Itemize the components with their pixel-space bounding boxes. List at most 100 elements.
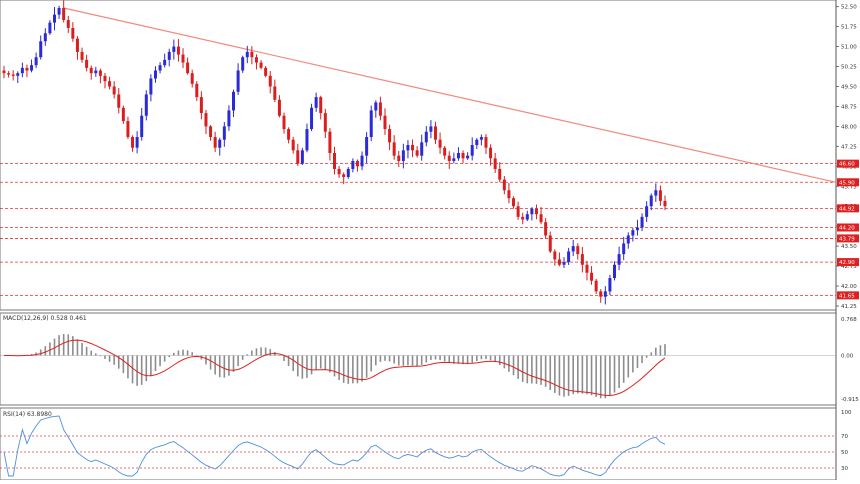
candle-body	[181, 54, 185, 63]
candle-body	[209, 126, 213, 138]
candle-body	[328, 131, 332, 154]
candle-body	[172, 46, 176, 52]
price-tag-bg	[837, 204, 859, 213]
y-tick-label: 42.75	[841, 264, 857, 270]
price-tag-label: 42.90	[839, 260, 855, 266]
trendline[interactable]	[63, 7, 837, 183]
candle-body	[126, 121, 130, 138]
candle-body	[121, 107, 125, 122]
candle-body	[319, 97, 323, 114]
candle-body	[562, 262, 566, 265]
candle-body	[34, 57, 38, 66]
candle-body	[401, 150, 405, 161]
candle-body	[663, 200, 667, 207]
candle-body	[622, 243, 626, 255]
candle-body	[420, 142, 424, 156]
price-tags: 46.60 45.90 44.92 44.20 43.79 42.90 41.65	[837, 159, 859, 300]
candle-body	[310, 107, 314, 130]
candle-body	[71, 27, 75, 39]
candle-body	[337, 168, 341, 175]
candle-body	[296, 150, 300, 164]
candle-body	[635, 227, 639, 231]
candle-body	[144, 94, 148, 116]
candle-body	[245, 51, 249, 58]
candle-body	[254, 57, 258, 63]
candle-body	[415, 150, 419, 156]
pane-frames	[0, 0, 837, 481]
candle-body	[342, 174, 346, 177]
candle-body	[516, 206, 520, 217]
candle-body	[11, 74, 15, 76]
candle-body	[222, 126, 226, 140]
candle-body	[374, 102, 378, 111]
y-tick-label: 45.75	[841, 184, 857, 190]
y-tick-label: 48.75	[841, 104, 857, 110]
candle-body	[599, 291, 603, 297]
candle-body	[30, 65, 34, 71]
candle-body	[608, 278, 612, 292]
candle-body	[658, 190, 662, 201]
y-tick-label: 48.00	[841, 124, 857, 130]
candle-body	[365, 137, 369, 156]
candle-body	[273, 86, 277, 100]
candle-body	[52, 14, 56, 23]
candle-body	[7, 73, 11, 75]
candle-body	[461, 153, 465, 159]
candle-body	[544, 222, 548, 236]
candle-body	[585, 264, 589, 273]
candle-body	[351, 160, 355, 169]
candle-body	[291, 139, 295, 151]
pane-frame-2	[0, 312, 837, 406]
candle-body	[406, 145, 410, 151]
candle-body	[167, 51, 171, 60]
candle-body	[333, 153, 336, 169]
y-tick-label: 43.50	[841, 244, 857, 250]
candle-body	[117, 94, 121, 108]
y-tick-label: 42.00	[841, 284, 857, 290]
candle-body	[424, 131, 428, 143]
candle-body	[323, 113, 327, 132]
candle-body	[443, 147, 447, 156]
price-tag-bg	[837, 258, 859, 267]
candle-body	[452, 158, 456, 161]
y-tick-label: 50.25	[841, 65, 857, 71]
candle-body	[16, 73, 20, 76]
candle-body	[62, 7, 66, 20]
candle-body	[241, 57, 245, 71]
candle-body	[268, 75, 272, 87]
candle-body	[131, 137, 135, 148]
rsi-tick-label: 30	[841, 466, 848, 472]
candle-body	[149, 78, 153, 95]
candle-body	[553, 251, 557, 260]
candle-body	[250, 51, 254, 58]
candle-body	[613, 264, 617, 279]
candle-body	[590, 272, 594, 281]
price-candles	[2, 0, 667, 305]
candle-body	[190, 73, 194, 84]
price-tag-label: 44.92	[839, 206, 855, 212]
candle-body	[521, 216, 525, 220]
candle-body	[525, 214, 529, 220]
candle-body	[75, 38, 79, 52]
candle-body	[135, 137, 139, 148]
candle-body	[259, 62, 263, 68]
macd-signal-line	[4, 339, 666, 397]
candle-body	[204, 113, 208, 127]
candle-body	[580, 254, 584, 265]
pane-frame-3	[0, 407, 837, 481]
macd-tick-label: 0.768	[841, 317, 857, 323]
candle-body	[571, 246, 575, 252]
candle-body	[388, 129, 392, 143]
price-tag-label: 43.79	[839, 236, 855, 242]
candle-body	[429, 126, 433, 132]
candle-body	[264, 67, 268, 76]
candle-body	[502, 179, 506, 191]
candle-body	[57, 7, 61, 15]
candle-body	[39, 41, 43, 58]
candle-body	[277, 99, 281, 116]
y-tick-label: 49.50	[841, 84, 857, 90]
candle-body	[360, 155, 364, 167]
candle-body	[158, 65, 162, 71]
candle-body	[163, 59, 167, 66]
